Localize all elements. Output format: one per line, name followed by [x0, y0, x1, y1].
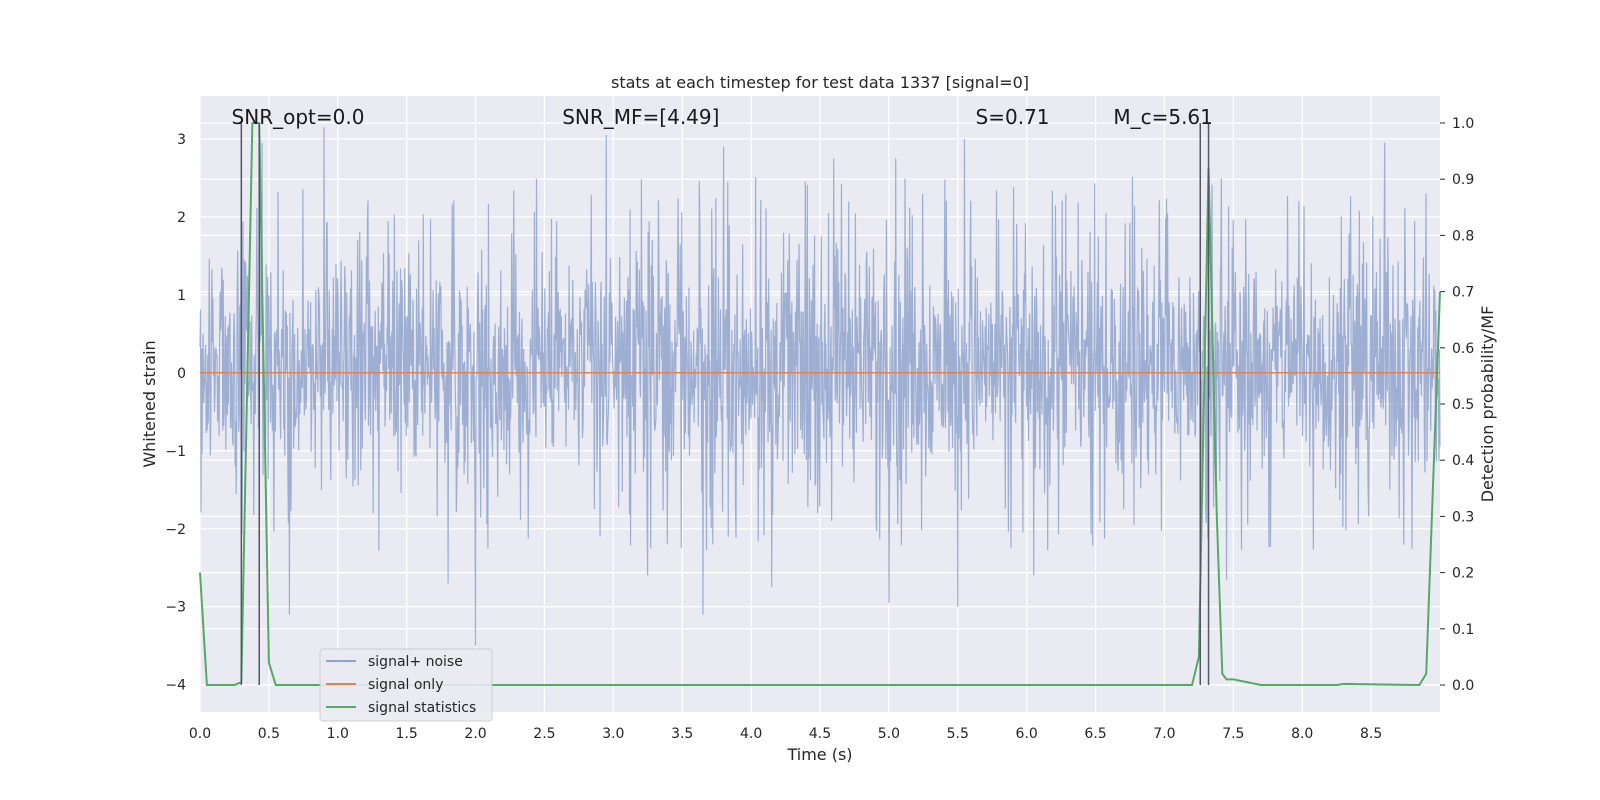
- x-tick-label: 2.5: [533, 726, 555, 742]
- y2-axis-label: Detection probability/MF: [1478, 306, 1497, 503]
- x-tick-label: 7.0: [1153, 726, 1175, 742]
- y-axis-label: Whitened strain: [140, 340, 159, 467]
- series-line-signal-noise: [199, 127, 1441, 646]
- x-tick-label: 6.0: [1016, 726, 1038, 742]
- x-tick-label: 4.5: [809, 726, 831, 742]
- x-axis-label: Time (s): [786, 745, 852, 764]
- y2-tick-label: 0.0: [1452, 678, 1474, 694]
- y-tick-label: 3: [177, 132, 186, 148]
- legend-label-signal-statistics: signal statistics: [368, 700, 476, 716]
- chart-title: stats at each timestep for test data 133…: [611, 73, 1029, 92]
- y2-tick-label: 0.9: [1452, 172, 1474, 188]
- x-tick-label: 1.0: [327, 726, 349, 742]
- y-tick-label: 1: [177, 288, 186, 304]
- y2-tick-label: 0.3: [1452, 509, 1474, 525]
- x-tick-label: 8.5: [1360, 726, 1382, 742]
- annotation-text: SNR_opt=0.0: [232, 105, 365, 129]
- x-tick-label: 7.5: [1222, 726, 1244, 742]
- x-tick-label: 4.0: [740, 726, 762, 742]
- x-tick-label: 0.5: [258, 726, 280, 742]
- annotation-text: S=0.71: [976, 105, 1050, 129]
- annotation-text: SNR_MF=[4.49]: [562, 105, 719, 129]
- x-tick-label: 3.5: [671, 726, 693, 742]
- x-tick-label: 5.5: [947, 726, 969, 742]
- annotation-text: M_c=5.61: [1113, 105, 1213, 129]
- x-tick-label: 8.0: [1291, 726, 1313, 742]
- y2-tick-label: 0.2: [1452, 566, 1474, 582]
- x-tick-label: 3.0: [602, 726, 624, 742]
- legend-label-signal-noise: signal+ noise: [368, 654, 463, 670]
- legend-label-signal-only: signal only: [368, 677, 443, 693]
- y2-tick-label: 0.7: [1452, 285, 1474, 301]
- y-tick-label: −3: [165, 600, 186, 616]
- x-tick-label: 6.5: [1084, 726, 1106, 742]
- y-tick-label: 0: [177, 366, 186, 382]
- legend: signal+ noise signal only signal statist…: [319, 648, 493, 722]
- y2-tick-label: 0.5: [1452, 397, 1474, 413]
- x-tick-label: 5.0: [878, 726, 900, 742]
- x-tick-label: 1.5: [396, 726, 418, 742]
- y-tick-label: −1: [165, 444, 186, 460]
- y2-tick-label: 1.0: [1452, 116, 1474, 132]
- y2-tick-label: 0.4: [1452, 453, 1474, 469]
- y-tick-label: −4: [165, 678, 186, 694]
- y2-tick-label: 0.8: [1452, 228, 1474, 244]
- legend-box: [319, 648, 493, 722]
- x-tick-label: 2.0: [464, 726, 486, 742]
- y-tick-label: 2: [177, 210, 186, 226]
- x-tick-label: 0.0: [189, 726, 211, 742]
- y2-tick-label: 0.6: [1452, 341, 1474, 357]
- y-tick-label: −2: [165, 522, 186, 538]
- y2-tick-label: 0.1: [1452, 622, 1474, 638]
